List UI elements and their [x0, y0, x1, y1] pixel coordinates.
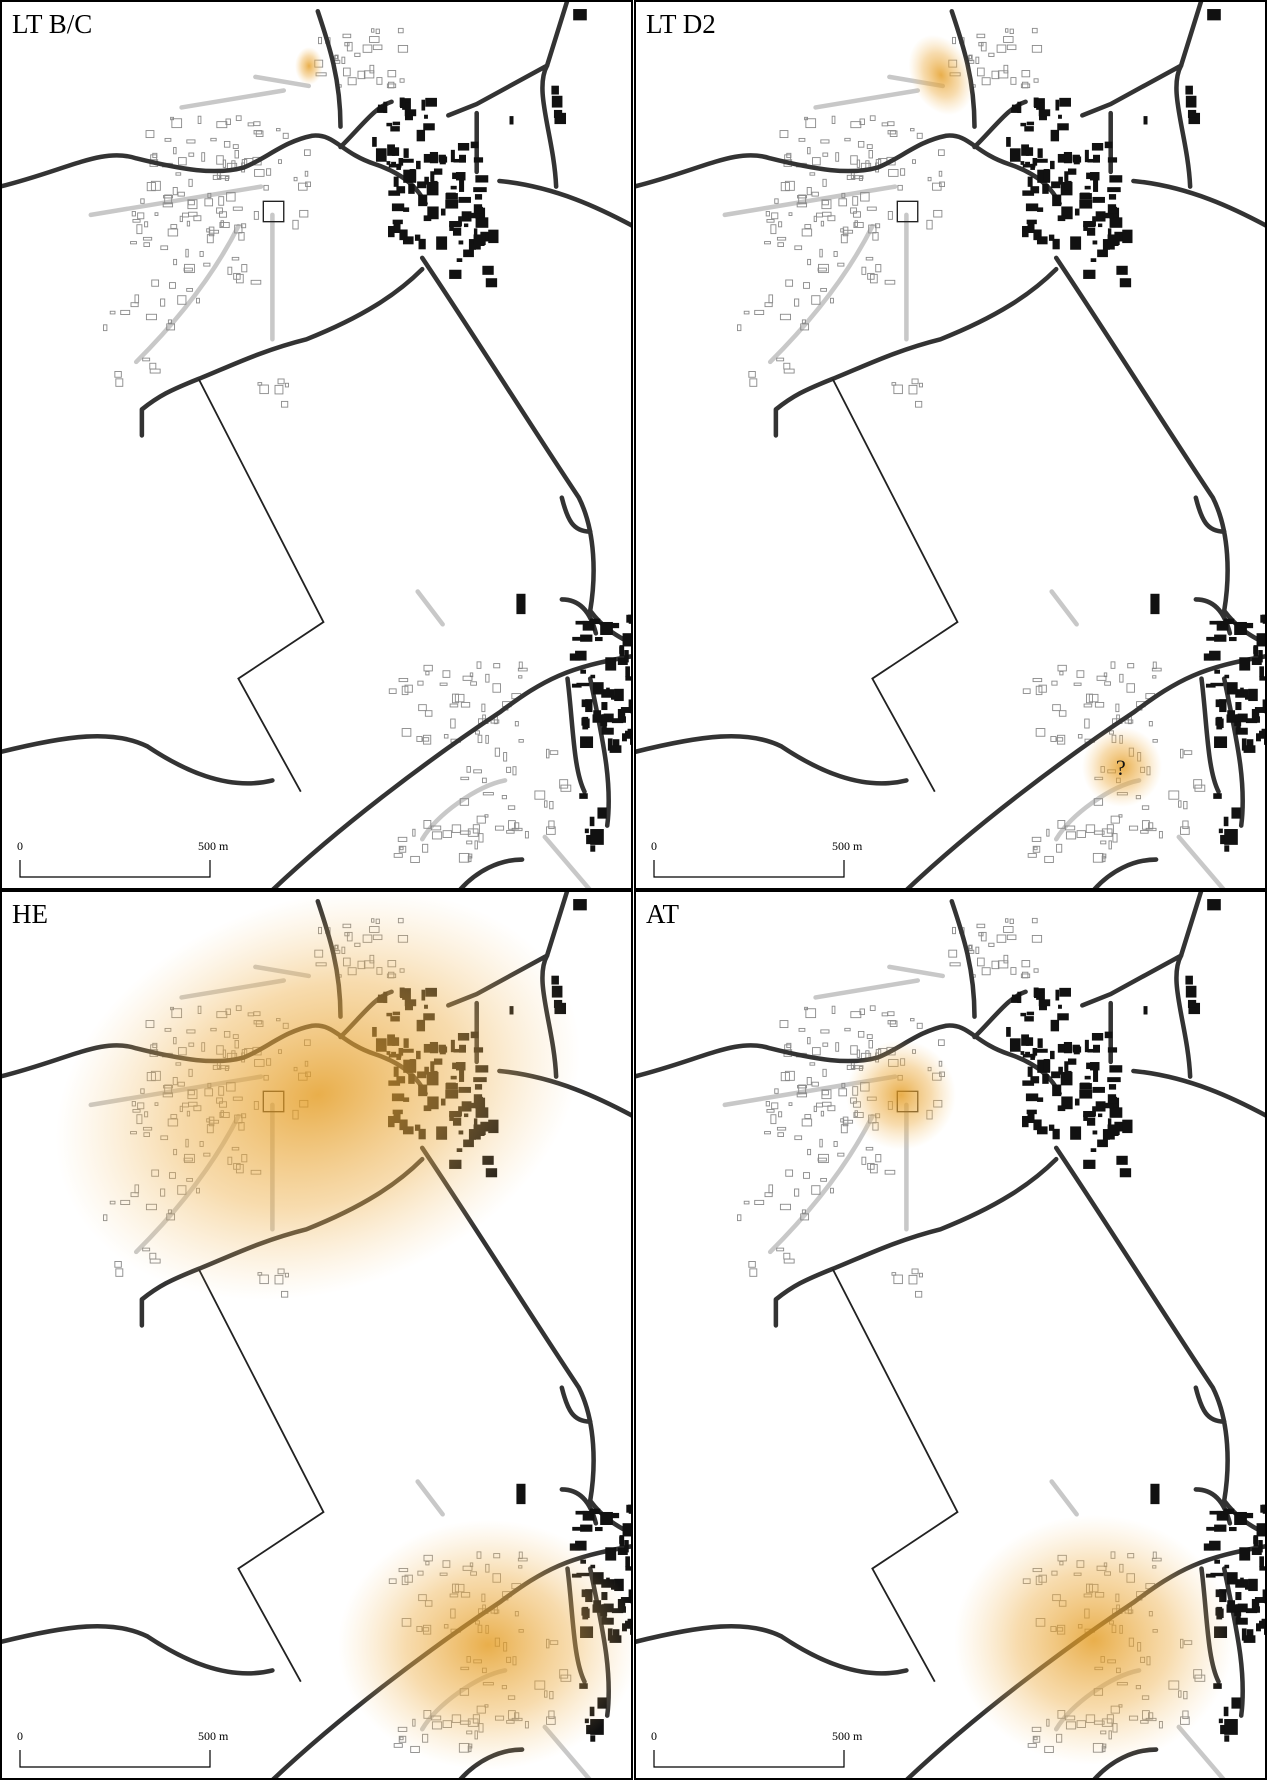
scale-start: 0 — [651, 1729, 657, 1743]
map-content — [634, 890, 1267, 1780]
density-zone — [295, 47, 323, 85]
panel-background — [634, 0, 1267, 890]
scale-end: 500 m — [198, 1729, 229, 1743]
label-bg — [634, 890, 682, 930]
annotation: ? — [1116, 755, 1126, 780]
panel-border — [0, 0, 633, 890]
label-bg — [0, 890, 48, 930]
scale-start: 0 — [651, 839, 657, 853]
density-zone — [1082, 727, 1162, 807]
scale-bar — [653, 1750, 845, 1768]
map-content — [0, 0, 633, 890]
label-bg — [634, 0, 724, 40]
label-bg — [0, 0, 104, 40]
panel-border — [634, 890, 1267, 1780]
panel-border — [634, 0, 1267, 890]
density-zone — [338, 1520, 633, 1770]
scale-end: 500 m — [198, 839, 229, 853]
density-zone — [846, 1040, 956, 1150]
map-panel: ? LT D2 0 500 m — [634, 0, 1267, 890]
density-zone — [55, 890, 581, 1301]
scale-end: 500 m — [832, 839, 863, 853]
panel-border — [0, 890, 633, 1780]
map-content — [0, 890, 633, 1780]
map-panel: AT 0 500 m — [634, 890, 1267, 1780]
map-panel: LT B/C 0 500 m — [0, 0, 633, 890]
density-zone — [908, 34, 974, 116]
panel-label: HE — [12, 899, 48, 929]
panel-label: LT B/C — [12, 9, 92, 39]
density-zone — [954, 1515, 1234, 1765]
scale-bar — [19, 860, 211, 878]
scale-bar — [19, 1750, 211, 1768]
scale-end: 500 m — [832, 1729, 863, 1743]
scale-bar — [653, 860, 845, 878]
map-content: ? — [634, 0, 1267, 890]
panel-background — [0, 0, 633, 890]
scale-start: 0 — [17, 1729, 23, 1743]
scale-start: 0 — [17, 839, 23, 853]
panel-label: AT — [646, 899, 680, 929]
map-panel: HE 0 500 m — [0, 890, 633, 1780]
panel-label: LT D2 — [646, 9, 716, 39]
